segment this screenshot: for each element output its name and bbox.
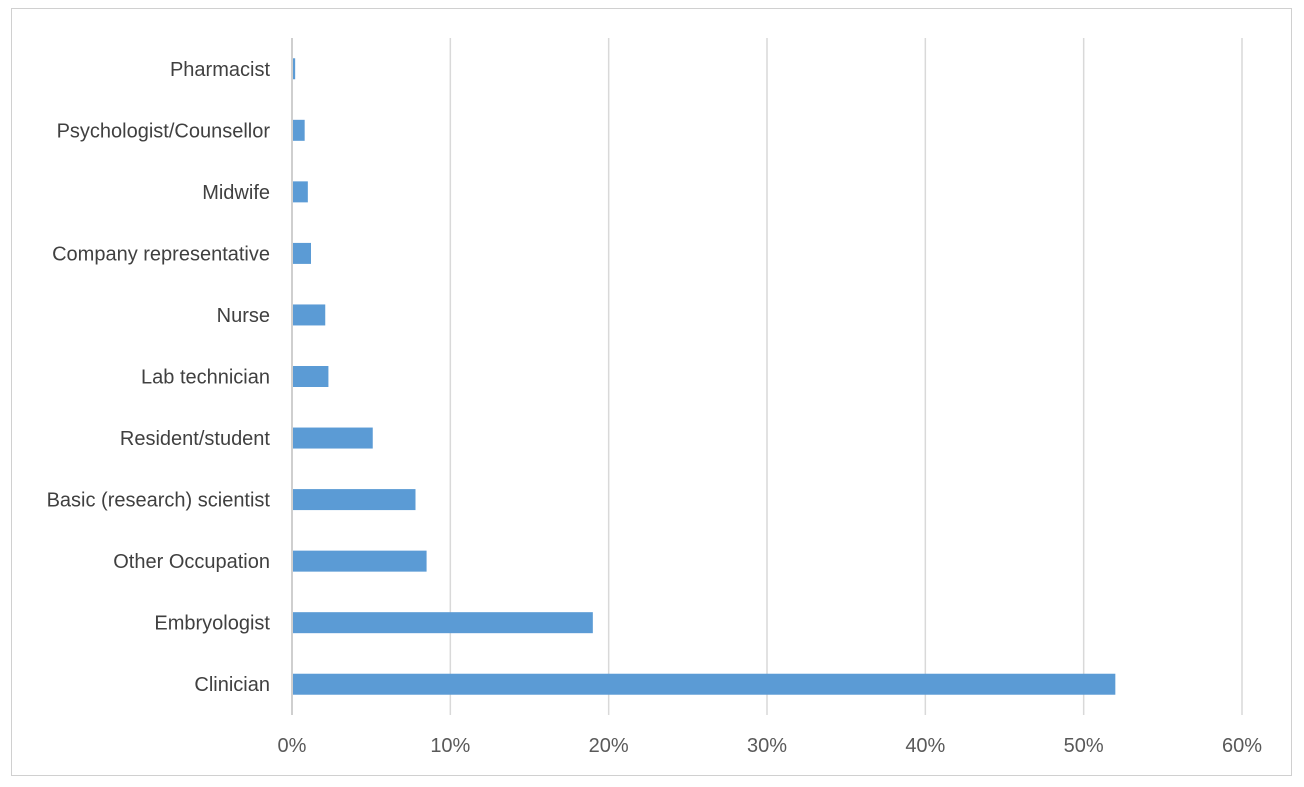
x-tick-label: 60% [1222,735,1262,757]
category-label: Embryologist [154,613,270,635]
bar [293,119,305,141]
bar [293,242,311,264]
x-tick-label: 30% [747,735,787,757]
x-tick-label: 20% [589,735,629,757]
category-label: Basic (research) scientist [47,490,271,512]
chart-frame [11,8,1292,776]
x-tick-label: 50% [1064,735,1104,757]
category-label: Resident/student [120,428,271,450]
category-label: Company representative [52,243,270,265]
x-tick-label: 40% [905,735,945,757]
category-labels: Clinician Embryologist Other Occupation Bas… [47,59,271,696]
bar [293,489,416,511]
bar [293,304,326,326]
x-tick-label: 0% [278,735,307,757]
x-tick-labels: 0% 10% 20% 30% 40% 50% 60% [278,735,1263,757]
category-label: Other Occupation [113,551,270,573]
category-label: Midwife [202,182,270,204]
bar [293,427,373,449]
category-label: Psychologist/Counsellor [57,120,271,142]
category-label: Nurse [217,305,270,327]
category-label: Lab technician [141,367,270,389]
gridlines [291,38,1243,715]
x-tick-label: 10% [430,735,470,757]
bar [293,673,1116,695]
bar [293,366,329,387]
bar [293,550,427,572]
bar [293,612,593,634]
bar [293,181,308,203]
category-label: Pharmacist [170,59,270,81]
bar [293,58,296,80]
category-label: Clinician [194,674,270,696]
bars [293,58,1116,695]
